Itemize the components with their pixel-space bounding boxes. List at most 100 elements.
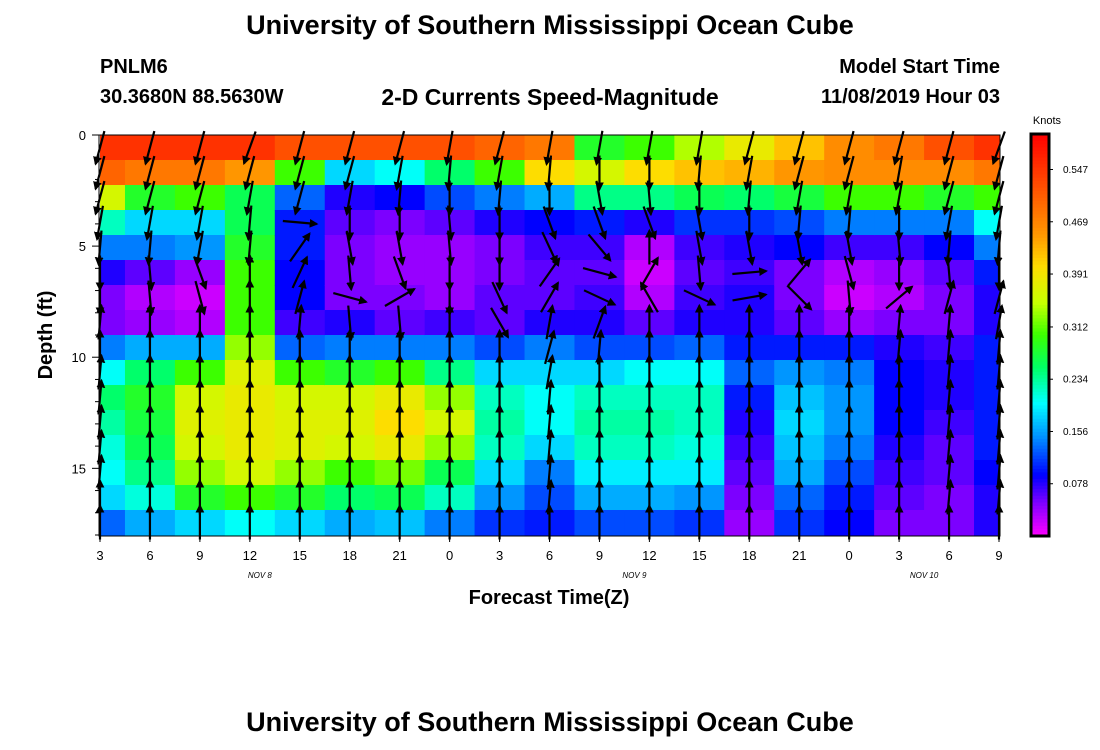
colorbar-segment — [1031, 408, 1049, 413]
colorbar-segment — [1031, 251, 1049, 256]
colorbar-segment — [1031, 519, 1049, 524]
colorbar-segment — [1031, 291, 1049, 296]
current-arrow — [392, 130, 406, 166]
colorbar-segment — [1031, 257, 1049, 262]
x-tick-label: 18 — [742, 548, 756, 563]
current-arrow — [540, 281, 559, 313]
colorbar-segment — [1031, 328, 1049, 333]
heatmap-cell — [100, 460, 126, 486]
current-arrow — [193, 205, 204, 241]
colorbar-segment — [1031, 458, 1049, 463]
colorbar-segment — [1031, 492, 1049, 497]
current-arrow — [342, 155, 356, 191]
y-axis-title: Depth (ft) — [35, 291, 57, 380]
current-arrow — [93, 180, 106, 216]
heatmap-cell — [100, 335, 126, 361]
current-arrow — [643, 130, 654, 166]
colorbar-segment — [1031, 465, 1049, 470]
colorbar-segment — [1031, 147, 1049, 152]
colorbar-segment — [1031, 405, 1049, 410]
colorbar-segment — [1031, 448, 1049, 453]
current-arrow — [595, 180, 606, 216]
colorbar-segment — [1031, 177, 1049, 182]
current-arrow — [393, 155, 404, 191]
colorbar-segment — [1031, 445, 1049, 450]
x-tick-label: 6 — [945, 548, 952, 563]
colorbar-tick-label: 0.312 — [1063, 322, 1088, 333]
current-arrow — [792, 155, 805, 191]
colorbar-segment — [1031, 214, 1049, 219]
current-arrow — [193, 256, 208, 291]
colorbar-segment — [1031, 402, 1049, 406]
current-arrow — [593, 130, 604, 166]
heatmap-cell — [100, 485, 126, 511]
colorbar-segment — [1031, 164, 1049, 169]
colorbar-segment — [1031, 231, 1049, 236]
colorbar-segment — [1031, 418, 1049, 423]
chart-title: 2-D Currents Speed-Magnitude — [381, 84, 719, 110]
colorbar-segment — [1031, 140, 1049, 145]
current-arrow — [583, 289, 617, 306]
colorbar-segment — [1031, 180, 1049, 185]
x-tick-label: 9 — [995, 548, 1002, 563]
colorbar-segment — [1031, 452, 1049, 457]
colorbar-segment — [1031, 288, 1049, 293]
colorbar-tick-label: 0.156 — [1063, 427, 1088, 438]
colorbar-segment — [1031, 479, 1049, 483]
current-arrow — [992, 155, 1005, 191]
current-arrow — [795, 230, 806, 266]
current-arrow — [292, 180, 306, 216]
current-arrow — [885, 285, 914, 310]
heatmap-cell — [974, 260, 1000, 286]
heatmap-cell — [100, 185, 126, 211]
colorbar-segment — [1031, 157, 1049, 162]
current-arrow — [289, 232, 311, 263]
colorbar-segment — [1031, 211, 1049, 215]
current-arrow — [491, 281, 508, 315]
colorbar-segment — [1031, 412, 1049, 416]
heatmap-cell — [100, 210, 126, 236]
colorbar-tick-label: 0.234 — [1063, 375, 1088, 386]
colorbar-segment — [1031, 281, 1049, 286]
colorbar-segment — [1031, 529, 1049, 534]
colorbar-tick-label: 0.469 — [1063, 217, 1088, 228]
current-arrow — [843, 180, 854, 216]
current-arrow — [695, 205, 706, 241]
colorbar-segment — [1031, 495, 1049, 500]
colorbar-segment — [1031, 415, 1049, 420]
colorbar-segment — [1031, 298, 1049, 303]
colorbar-segment — [1031, 432, 1049, 437]
colorbar-segment — [1031, 207, 1049, 212]
current-arrow — [282, 218, 319, 228]
y-tick-label: 10 — [72, 350, 86, 365]
x-tick-label: 3 — [96, 548, 103, 563]
current-arrow — [93, 130, 106, 166]
colorbar-segment — [1031, 167, 1049, 172]
colorbar-segment — [1031, 368, 1049, 373]
colorbar-segment — [1031, 475, 1049, 480]
current-arrow — [242, 131, 257, 166]
current-arrow — [683, 289, 717, 306]
current-arrow — [693, 130, 704, 166]
heatmap-cell — [974, 460, 1000, 486]
heatmap-cell — [100, 410, 126, 436]
current-arrow — [793, 205, 803, 242]
colorbar-segment — [1031, 254, 1049, 259]
colorbar-segment — [1031, 489, 1049, 494]
colorbar-segment — [1031, 391, 1049, 396]
colorbar-segment — [1031, 321, 1049, 326]
current-arrow — [582, 267, 618, 280]
colorbar-segment — [1031, 154, 1049, 159]
colorbar-segment — [1031, 271, 1049, 276]
current-arrow — [333, 292, 368, 305]
colorbar-segment — [1031, 371, 1049, 376]
x-tick-label: 6 — [546, 548, 553, 563]
current-arrow — [492, 130, 506, 166]
colorbar-segment — [1031, 197, 1049, 202]
current-arrow — [343, 180, 354, 216]
colorbar-unit: Knots — [1033, 115, 1062, 127]
current-arrow — [786, 284, 813, 311]
current-arrow — [392, 256, 408, 291]
x-tick-label: 12 — [243, 548, 257, 563]
colorbar-segment — [1031, 301, 1049, 306]
